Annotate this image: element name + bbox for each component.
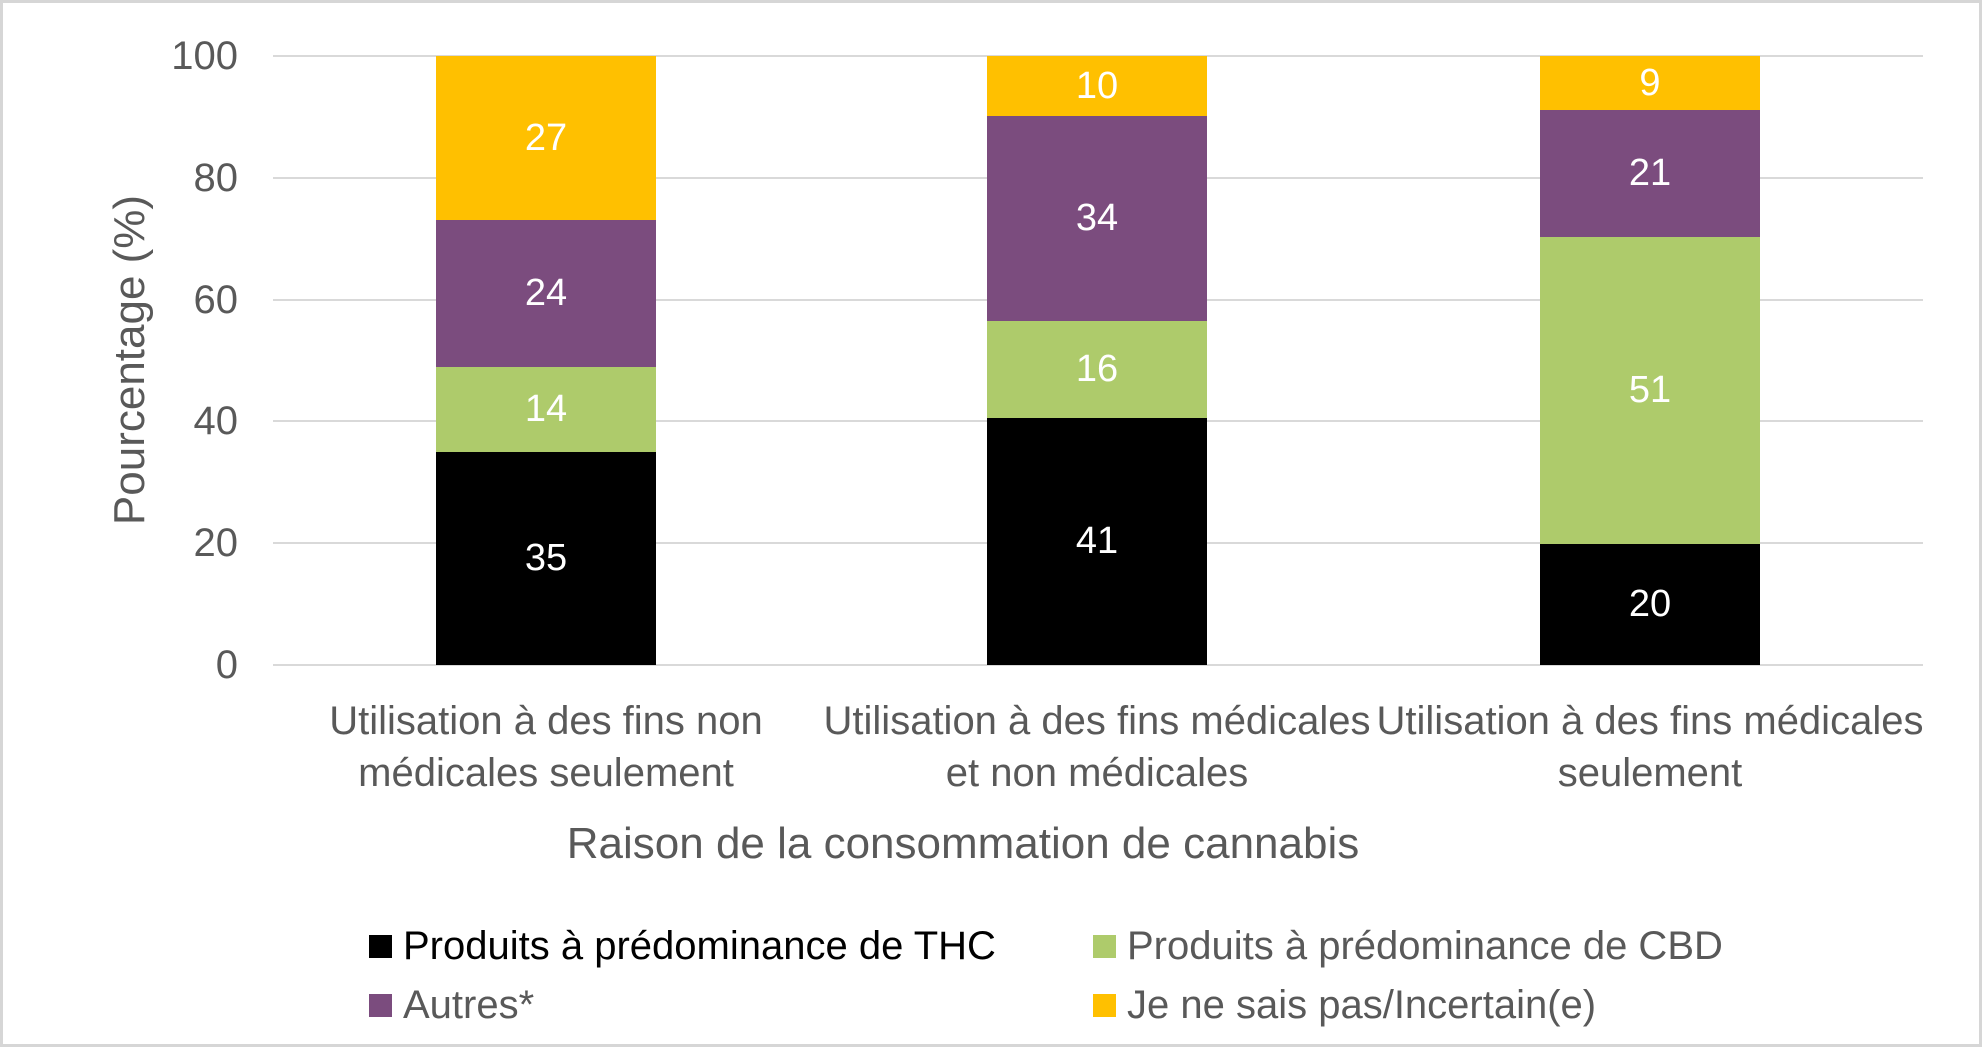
legend-label: Je ne sais pas/Incertain(e): [1127, 982, 1597, 1027]
bar1-segment-cbd: 14: [436, 366, 656, 452]
x-category-label-line: médicales seulement: [358, 751, 734, 795]
data-label: 10: [1075, 64, 1119, 107]
x-category-label-3: Utilisation à des fins médicales seuleme…: [1320, 695, 1979, 799]
legend-item-incertain: Je ne sais pas/Incertain(e): [1093, 979, 1596, 1031]
legend-item-thc: Produits à prédominance de THC: [369, 920, 996, 972]
x-category-label-line: et non médicales: [945, 751, 1249, 795]
data-label: 24: [524, 272, 568, 314]
data-label: 51: [1628, 369, 1672, 412]
gridline-0: [273, 664, 1923, 666]
legend-item-autres: Autres*: [369, 979, 534, 1031]
bar1-segment-incertain: 27: [436, 56, 656, 221]
legend-swatch-thc: [369, 934, 392, 958]
bar1-segment-thc: 35: [436, 451, 656, 665]
bar3-segment-cbd: 51: [1540, 236, 1760, 545]
data-label: 35: [524, 536, 568, 579]
bar3-segment-autres: 21: [1540, 110, 1760, 237]
data-label: 21: [1628, 152, 1672, 195]
bar1-segment-autres: 24: [436, 220, 656, 367]
data-label: 20: [1628, 583, 1672, 626]
y-axis-title: Pourcentage (%): [105, 194, 154, 526]
x-category-label-line: Utilisation à des fins médicales: [823, 699, 1371, 743]
y-tick-80: 80: [193, 155, 239, 200]
x-category-label-line: Utilisation à des fins non: [329, 699, 763, 743]
y-tick-100: 100: [171, 34, 238, 78]
bar2-segment-autres: 34: [987, 116, 1207, 322]
x-category-label-line: seulement: [1557, 751, 1743, 795]
legend-label: Produits à prédominance de CBD: [1127, 923, 1723, 968]
bar3-segment-incertain: 9: [1540, 56, 1760, 111]
legend-swatch-autres: [369, 993, 392, 1017]
legend-swatch-cbd: [1093, 934, 1116, 958]
y-tick-40: 40: [193, 399, 239, 444]
legend-swatch-incertain: [1093, 993, 1116, 1017]
x-category-label-line: Utilisation à des fins médicales: [1376, 699, 1924, 743]
bar2-segment-incertain: 10: [987, 56, 1207, 117]
data-label: 27: [524, 116, 568, 159]
bar2-segment-cbd: 16: [987, 321, 1207, 418]
bar3-segment-thc: 20: [1540, 544, 1760, 665]
data-label: 9: [1639, 61, 1661, 104]
data-label: 34: [1075, 197, 1119, 240]
y-tick-0: 0: [215, 643, 238, 687]
legend-label: Produits à prédominance de THC: [403, 923, 996, 968]
y-tick-20: 20: [193, 521, 239, 566]
data-label: 41: [1075, 519, 1119, 562]
x-category-label-2: Utilisation à des fins médicales et non …: [767, 695, 1427, 799]
y-tick-60: 60: [193, 277, 239, 322]
legend-item-cbd: Produits à prédominance de CBD: [1093, 920, 1723, 972]
legend-label: Autres*: [403, 982, 535, 1027]
data-label: 14: [524, 387, 568, 430]
x-category-label-1: Utilisation à des fins non médicales seu…: [216, 695, 876, 799]
x-axis-title: Raison de la consommation de cannabis: [566, 819, 1360, 868]
data-label: 16: [1075, 348, 1119, 391]
bar2-segment-thc: 41: [987, 417, 1207, 665]
